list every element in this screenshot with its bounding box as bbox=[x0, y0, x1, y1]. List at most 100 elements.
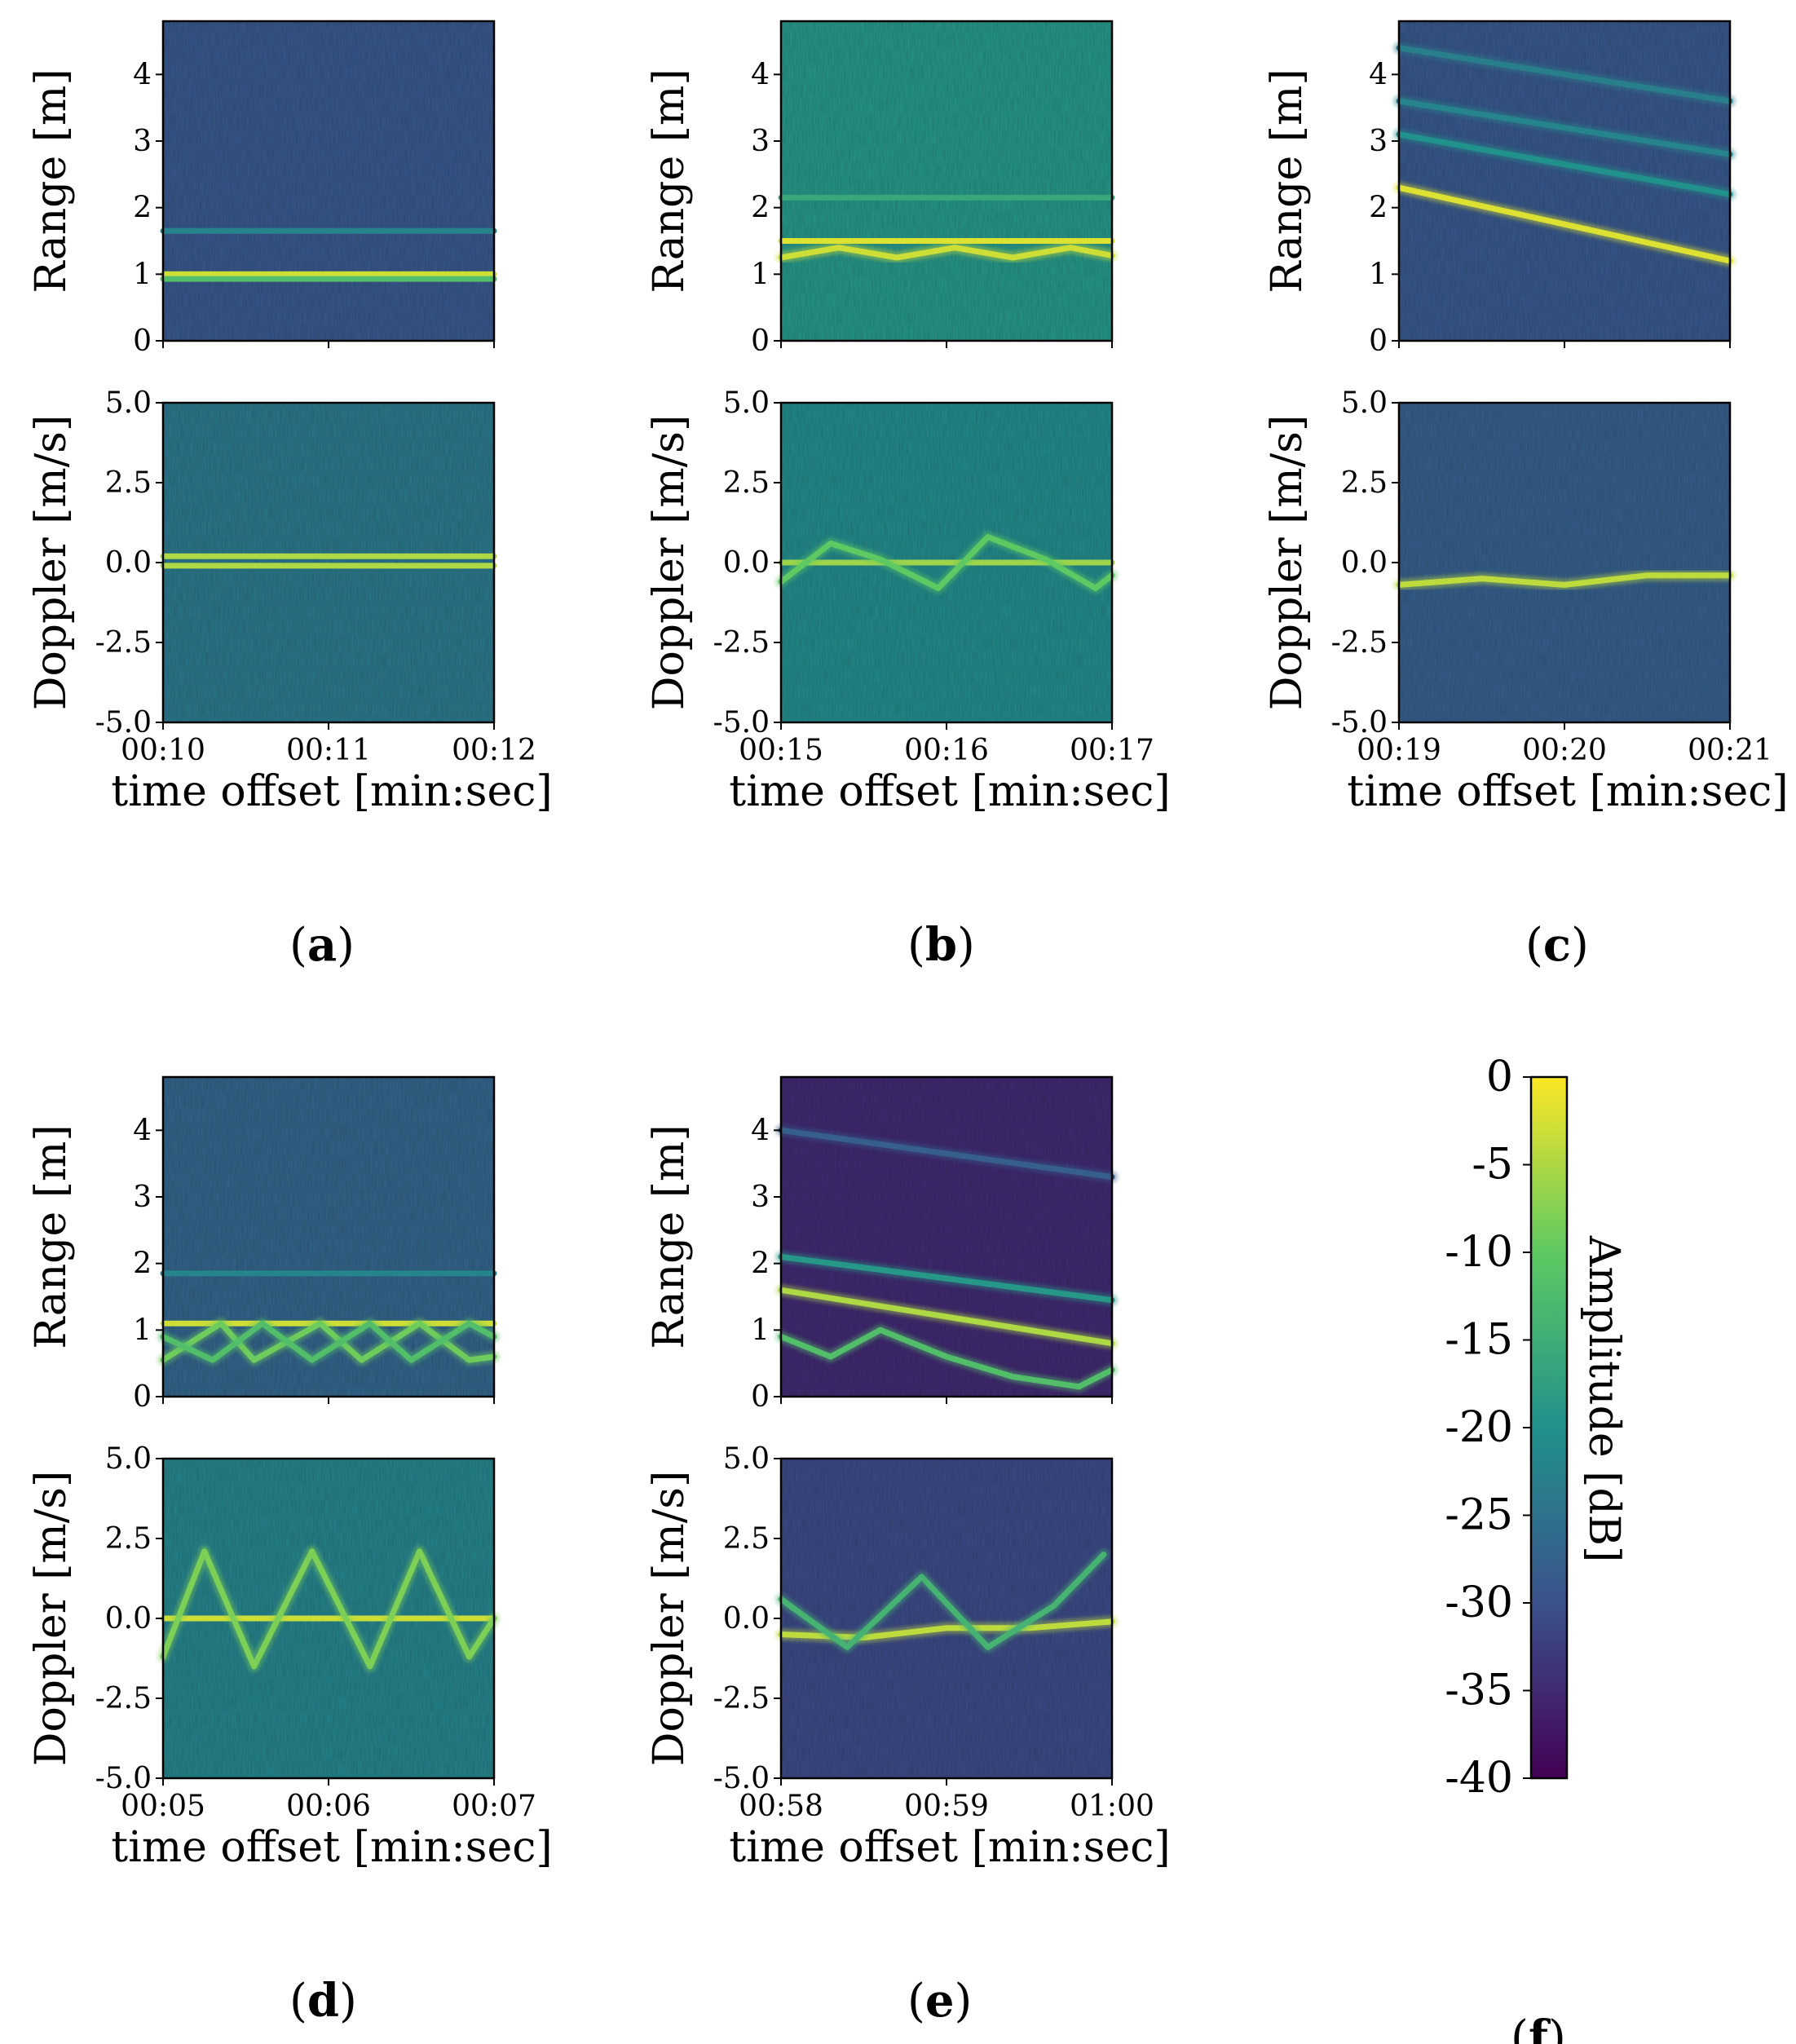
panel-e-range-trace-multipath-1 bbox=[778, 1254, 1115, 1304]
panel-a-doppler-xtick-label: 00:11 bbox=[286, 734, 371, 767]
colorbar-gradient bbox=[1529, 1075, 1569, 1780]
panel-label-paren-open: ( bbox=[907, 919, 925, 972]
panel-a: 0 1 2 3 4 Range [m] -5.0 -2.5 0.0 2.5 5.0 00:10 00:1… bbox=[27, 20, 553, 972]
panel-e-doppler-xtick-label: 00:58 bbox=[739, 1790, 823, 1823]
panel-e: 0 1 2 3 4 Range [m] -5.0 -2.5 0.0 2.5 5.0 00:58 00:5… bbox=[645, 1075, 1171, 2028]
panel-d-doppler-xtick-label: 00:05 bbox=[121, 1790, 205, 1823]
panel-d-doppler-ytick-label: -5.0 bbox=[95, 1762, 152, 1795]
panel-d-range-ytick-label: 3 bbox=[133, 1181, 152, 1214]
colorbar-tick-label: -10 bbox=[1445, 1228, 1513, 1277]
panel-e-doppler-ylabel: Doppler [m/s] bbox=[645, 1471, 694, 1766]
panel-c-label: (c) bbox=[1525, 918, 1589, 972]
panel-c-range-ylabel: Range [m] bbox=[1263, 68, 1312, 293]
panel-label-paren-close: ) bbox=[1548, 2011, 1566, 2044]
panel-e-doppler-trace-swing bbox=[778, 1552, 1107, 1650]
panel-c-doppler-xtick-label: 00:19 bbox=[1357, 734, 1441, 767]
panel-label-paren-open: ( bbox=[907, 1975, 925, 2028]
panel-d-range-ytick-label: 1 bbox=[133, 1313, 152, 1347]
panel-b-range-ytick-label: 3 bbox=[751, 125, 770, 158]
panel-label-paren-close: ) bbox=[957, 919, 975, 972]
panel-a-range-ytick-label: 3 bbox=[133, 125, 152, 158]
panel-c: 0 1 2 3 4 Range [m] -5.0 -2.5 0.0 2.5 5.0 00:19 00:2… bbox=[1263, 20, 1789, 972]
panel-b-doppler-ytick-label: 5.0 bbox=[723, 386, 770, 420]
panel-a-doppler-xtick-label: 00:12 bbox=[452, 734, 536, 767]
panel-c-doppler-trace-walk bbox=[1396, 572, 1733, 588]
panel-label-paren-open: ( bbox=[1511, 2011, 1529, 2044]
panel-d-range-trace-arms-2 bbox=[160, 1320, 497, 1363]
panel-c-range-ytick-label: 0 bbox=[1369, 324, 1388, 358]
panel-label-letter: c bbox=[1543, 918, 1571, 972]
panel-c-doppler-ytick-label: 2.5 bbox=[1341, 466, 1388, 500]
panel-d-range-ytick-label: 4 bbox=[133, 1114, 152, 1147]
panel-a-range-ytick-label: 2 bbox=[133, 192, 152, 225]
panel-a-doppler-ytick-label: -2.5 bbox=[95, 626, 152, 660]
panel-b-doppler-xtick-label: 00:15 bbox=[739, 734, 823, 767]
panel-e-xlabel: time offset [min:sec] bbox=[729, 1823, 1170, 1872]
colorbar-tick-label: -40 bbox=[1445, 1754, 1513, 1803]
panel-d-xlabel: time offset [min:sec] bbox=[111, 1823, 552, 1872]
colorbar-label: Amplitude [dB] bbox=[1579, 1235, 1628, 1562]
panel-a-range-ytick-label: 1 bbox=[133, 258, 152, 291]
panel-a-range-heatmap-noise bbox=[163, 21, 494, 341]
panel-d-range-ytick-label: 2 bbox=[133, 1247, 152, 1281]
panel-e-range-ytick-label: 3 bbox=[751, 1181, 770, 1214]
panel-e-range-trace-approach bbox=[778, 1287, 1115, 1347]
panel-b-doppler-ytick-label: 0.0 bbox=[723, 546, 770, 580]
panel-a-range-ytick-label: 4 bbox=[133, 58, 152, 91]
panel-e-range-heatmap-noise bbox=[781, 1077, 1112, 1397]
panel-d-doppler-ytick-label: -2.5 bbox=[95, 1682, 152, 1715]
panel-c-doppler-ytick-label: -5.0 bbox=[1331, 706, 1388, 739]
panel-b-range-trace-target-wave bbox=[778, 245, 1115, 261]
panel-b-doppler-xtick-label: 00:17 bbox=[1070, 734, 1154, 767]
panel-e-doppler-xtick-label: 00:59 bbox=[904, 1790, 989, 1823]
panel-a-doppler-ytick-label: 2.5 bbox=[105, 466, 152, 500]
panel-e-range-ytick-label: 0 bbox=[751, 1380, 770, 1414]
panel-d-label: (d) bbox=[289, 1974, 357, 2028]
panel-e-doppler-ytick-label: -2.5 bbox=[713, 1682, 770, 1715]
panel-label-paren-open: ( bbox=[1525, 919, 1543, 972]
panel-e-doppler-ytick-label: 0.0 bbox=[723, 1602, 770, 1636]
panel-b-range-ytick-label: 2 bbox=[751, 192, 770, 225]
panel-b-range-ylabel: Range [m] bbox=[645, 68, 694, 293]
panel-e-doppler-xtick-label: 01:00 bbox=[1070, 1790, 1154, 1823]
colorbar-tick-label: -25 bbox=[1445, 1491, 1513, 1540]
panel-e-doppler-ytick-label: 2.5 bbox=[723, 1522, 770, 1556]
panel-a-range-ytick-label: 0 bbox=[133, 324, 152, 358]
panel-b: 0 1 2 3 4 Range [m] -5.0 -2.5 0.0 2.5 5.0 00:15 00:1… bbox=[645, 20, 1171, 972]
panel-b-doppler-ylabel: Doppler [m/s] bbox=[645, 415, 694, 710]
panel-d-range-ytick-label: 0 bbox=[133, 1380, 152, 1414]
panel-e-doppler-ytick-label: -5.0 bbox=[713, 1762, 770, 1795]
panel-b-doppler-ytick-label: -2.5 bbox=[713, 626, 770, 660]
panel-a-doppler-ytick-label: 5.0 bbox=[105, 386, 152, 420]
panel-c-doppler-xtick-label: 00:21 bbox=[1688, 734, 1772, 767]
panel-d-doppler-xtick-label: 00:07 bbox=[452, 1790, 536, 1823]
panel-c-range-trace-multipath-2 bbox=[1396, 98, 1733, 157]
panel-label-letter: b bbox=[925, 918, 957, 972]
panel-a-label: (a) bbox=[289, 918, 355, 972]
colorbar-tick-label: -35 bbox=[1445, 1667, 1513, 1715]
panel-d-doppler-trace-swing bbox=[160, 1548, 497, 1670]
panel-a-xlabel: time offset [min:sec] bbox=[111, 767, 552, 816]
colorbar-tick-label: -5 bbox=[1472, 1141, 1513, 1190]
panel-f-label: (f) bbox=[1511, 2011, 1566, 2044]
panel-label-letter: d bbox=[307, 1974, 339, 2028]
panel-a-doppler-ytick-label: 0.0 bbox=[105, 546, 152, 580]
panel-e-range-ytick-label: 1 bbox=[751, 1313, 770, 1347]
panel-c-range-trace-multipath-1 bbox=[1396, 131, 1733, 197]
panel-c-doppler-ytick-label: 5.0 bbox=[1341, 386, 1388, 420]
panel-a-range-ylabel: Range [m] bbox=[27, 68, 76, 293]
panel-d-doppler-ytick-label: 2.5 bbox=[105, 1522, 152, 1556]
panel-a-doppler-ytick-label: -5.0 bbox=[95, 706, 152, 739]
panel-c-range-ytick-label: 3 bbox=[1369, 125, 1388, 158]
panel-label-paren-close: ) bbox=[1571, 919, 1589, 972]
panel-a-doppler-ylabel: Doppler [m/s] bbox=[27, 415, 76, 710]
panel-c-doppler-ylabel: Doppler [m/s] bbox=[1263, 415, 1312, 710]
colorbar-tick-label: -15 bbox=[1445, 1316, 1513, 1365]
panel-e-range-ytick-label: 4 bbox=[751, 1114, 770, 1147]
panel-d-doppler-ylabel: Doppler [m/s] bbox=[27, 1471, 76, 1766]
panel-b-doppler-xtick-label: 00:16 bbox=[904, 734, 989, 767]
colorbar-tick-label: -30 bbox=[1445, 1578, 1513, 1627]
panel-e-doppler-heatmap-noise bbox=[781, 1459, 1112, 1778]
panel-c-range-ytick-label: 1 bbox=[1369, 258, 1388, 291]
